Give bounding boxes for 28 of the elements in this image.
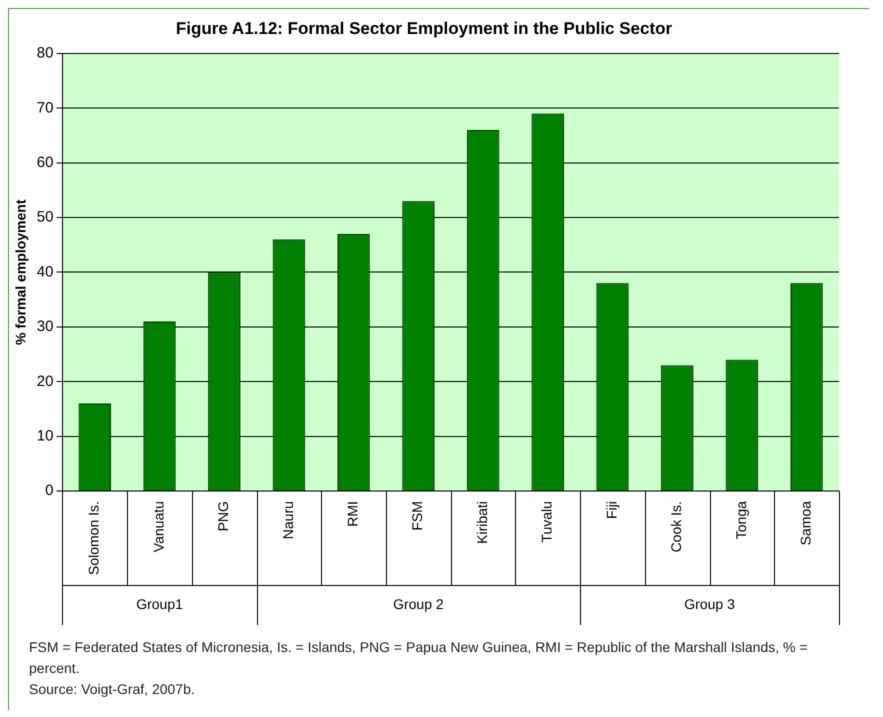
x-tick-label: FSM xyxy=(409,501,426,531)
text: Group 2 xyxy=(393,596,444,612)
y-tick-label: 0 xyxy=(45,482,54,500)
y-tick-label: 10 xyxy=(36,428,54,445)
y-tick-label: 70 xyxy=(36,99,54,116)
x-tick-label: Nauru xyxy=(280,501,296,540)
x-tick-label: Fiji xyxy=(603,501,620,519)
source-note: Source: Voigt-Graf, 2007b. xyxy=(29,680,196,699)
x-tick-label: Solomon Is. xyxy=(86,501,102,576)
x-tick-label: RMI xyxy=(344,501,361,527)
x-tick-label: Samoa xyxy=(798,500,814,546)
text: FSM = Federated States of Micronesia, Is. = Islands, PNG = Papua New Guinea, RMI = Republic of the Marshall Islands, % = percent. xyxy=(29,638,809,678)
x-tick-label: PNG xyxy=(215,501,232,532)
y-tick-label: 50 xyxy=(36,208,54,226)
text: Group 3 xyxy=(684,596,736,612)
x-tick-label: Tonga xyxy=(732,500,749,540)
y-tick-label: 30 xyxy=(36,318,54,336)
y-tick-label: 80 xyxy=(36,44,54,62)
y-axis-title: % formal employment xyxy=(12,199,28,345)
y-tick-label: 20 xyxy=(36,372,54,390)
y-tick-label: 40 xyxy=(36,263,54,280)
x-tick-label: Cook Is. xyxy=(668,501,684,552)
y-tick-label: 60 xyxy=(36,154,54,171)
text: Group1 xyxy=(136,596,184,612)
x-tick-label: Kiribati xyxy=(474,501,490,544)
x-tick-label: Tuvalu xyxy=(538,501,555,543)
x-tick-label: Vanuatu xyxy=(150,501,166,552)
chart-title: Figure A1.12: Formal Sector Employment in the Public Sector xyxy=(176,18,673,38)
